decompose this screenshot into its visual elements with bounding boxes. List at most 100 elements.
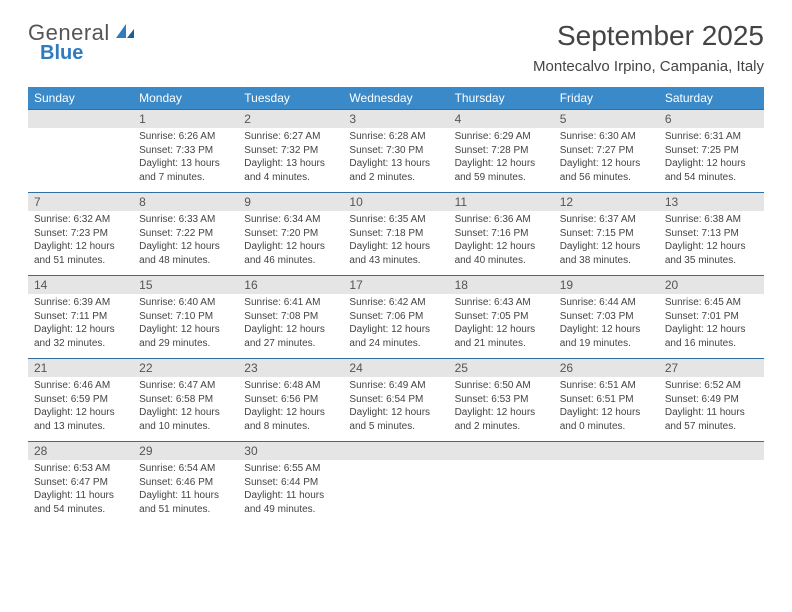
sunrise-line: Sunrise: 6:46 AM: [34, 379, 127, 393]
day-number: 15: [133, 276, 238, 295]
day-number: 22: [133, 359, 238, 378]
sunset-line: Sunset: 7:11 PM: [34, 310, 127, 324]
day-cell: Sunrise: 6:52 AMSunset: 6:49 PMDaylight:…: [659, 377, 764, 442]
sunrise-line: Sunrise: 6:32 AM: [34, 213, 127, 227]
day-cell: Sunrise: 6:27 AMSunset: 7:32 PMDaylight:…: [238, 128, 343, 193]
dow-header: Tuesday: [238, 87, 343, 110]
day-number: [554, 442, 659, 461]
sunset-line: Sunset: 7:01 PM: [665, 310, 758, 324]
day-cell: Sunrise: 6:35 AMSunset: 7:18 PMDaylight:…: [343, 211, 448, 276]
day-number: 25: [449, 359, 554, 378]
daylight-line: Daylight: 12 hours and 0 minutes.: [560, 406, 653, 433]
day-number: 13: [659, 193, 764, 212]
sunrise-line: Sunrise: 6:50 AM: [455, 379, 548, 393]
sunset-line: Sunset: 6:49 PM: [665, 393, 758, 407]
day-number: 24: [343, 359, 448, 378]
daylight-line: Daylight: 11 hours and 54 minutes.: [34, 489, 127, 516]
day-number-row: 123456: [28, 110, 764, 129]
sunset-line: Sunset: 7:10 PM: [139, 310, 232, 324]
day-number: 23: [238, 359, 343, 378]
day-number: 21: [28, 359, 133, 378]
sunset-line: Sunset: 7:18 PM: [349, 227, 442, 241]
day-number: 26: [554, 359, 659, 378]
day-number: 20: [659, 276, 764, 295]
sunrise-line: Sunrise: 6:49 AM: [349, 379, 442, 393]
sunrise-line: Sunrise: 6:33 AM: [139, 213, 232, 227]
day-cell: [28, 128, 133, 193]
day-number-row: 14151617181920: [28, 276, 764, 295]
day-cell: Sunrise: 6:44 AMSunset: 7:03 PMDaylight:…: [554, 294, 659, 359]
daylight-line: Daylight: 13 hours and 4 minutes.: [244, 157, 337, 184]
day-number-row: 282930: [28, 442, 764, 461]
daylight-line: Daylight: 12 hours and 51 minutes.: [34, 240, 127, 267]
dow-header: Sunday: [28, 87, 133, 110]
sunset-line: Sunset: 7:03 PM: [560, 310, 653, 324]
day-cell: Sunrise: 6:26 AMSunset: 7:33 PMDaylight:…: [133, 128, 238, 193]
day-cell: [449, 460, 554, 524]
day-number: 6: [659, 110, 764, 129]
day-cell: Sunrise: 6:30 AMSunset: 7:27 PMDaylight:…: [554, 128, 659, 193]
sunset-line: Sunset: 7:08 PM: [244, 310, 337, 324]
day-number: 27: [659, 359, 764, 378]
day-number: 10: [343, 193, 448, 212]
daylight-line: Daylight: 12 hours and 43 minutes.: [349, 240, 442, 267]
day-cell: Sunrise: 6:37 AMSunset: 7:15 PMDaylight:…: [554, 211, 659, 276]
day-number: [659, 442, 764, 461]
sunrise-line: Sunrise: 6:43 AM: [455, 296, 548, 310]
day-number: 5: [554, 110, 659, 129]
sunset-line: Sunset: 6:53 PM: [455, 393, 548, 407]
daylight-line: Daylight: 12 hours and 59 minutes.: [455, 157, 548, 184]
sunrise-line: Sunrise: 6:37 AM: [560, 213, 653, 227]
daylight-line: Daylight: 12 hours and 8 minutes.: [244, 406, 337, 433]
brand-logo: General Blue: [28, 20, 136, 65]
day-cell: Sunrise: 6:28 AMSunset: 7:30 PMDaylight:…: [343, 128, 448, 193]
daylight-line: Daylight: 11 hours and 57 minutes.: [665, 406, 758, 433]
day-number: 12: [554, 193, 659, 212]
daylight-line: Daylight: 12 hours and 40 minutes.: [455, 240, 548, 267]
sunset-line: Sunset: 6:44 PM: [244, 476, 337, 490]
sunset-line: Sunset: 7:28 PM: [455, 144, 548, 158]
day-cell: Sunrise: 6:55 AMSunset: 6:44 PMDaylight:…: [238, 460, 343, 524]
sunset-line: Sunset: 7:16 PM: [455, 227, 548, 241]
day-content-row: Sunrise: 6:39 AMSunset: 7:11 PMDaylight:…: [28, 294, 764, 359]
daylight-line: Daylight: 12 hours and 24 minutes.: [349, 323, 442, 350]
sunrise-line: Sunrise: 6:47 AM: [139, 379, 232, 393]
sunrise-line: Sunrise: 6:41 AM: [244, 296, 337, 310]
sunrise-line: Sunrise: 6:30 AM: [560, 130, 653, 144]
day-number: 3: [343, 110, 448, 129]
sunrise-line: Sunrise: 6:38 AM: [665, 213, 758, 227]
day-cell: Sunrise: 6:29 AMSunset: 7:28 PMDaylight:…: [449, 128, 554, 193]
sunset-line: Sunset: 6:46 PM: [139, 476, 232, 490]
sunset-line: Sunset: 6:56 PM: [244, 393, 337, 407]
sunset-line: Sunset: 7:27 PM: [560, 144, 653, 158]
day-cell: Sunrise: 6:39 AMSunset: 7:11 PMDaylight:…: [28, 294, 133, 359]
sunset-line: Sunset: 7:33 PM: [139, 144, 232, 158]
daylight-line: Daylight: 13 hours and 2 minutes.: [349, 157, 442, 184]
day-number: 28: [28, 442, 133, 461]
daylight-line: Daylight: 12 hours and 32 minutes.: [34, 323, 127, 350]
daylight-line: Daylight: 13 hours and 7 minutes.: [139, 157, 232, 184]
day-cell: Sunrise: 6:48 AMSunset: 6:56 PMDaylight:…: [238, 377, 343, 442]
daylight-line: Daylight: 12 hours and 29 minutes.: [139, 323, 232, 350]
day-number: 14: [28, 276, 133, 295]
day-cell: Sunrise: 6:54 AMSunset: 6:46 PMDaylight:…: [133, 460, 238, 524]
sunset-line: Sunset: 6:47 PM: [34, 476, 127, 490]
day-cell: Sunrise: 6:53 AMSunset: 6:47 PMDaylight:…: [28, 460, 133, 524]
day-cell: Sunrise: 6:41 AMSunset: 7:08 PMDaylight:…: [238, 294, 343, 359]
sunrise-line: Sunrise: 6:31 AM: [665, 130, 758, 144]
daylight-line: Daylight: 12 hours and 10 minutes.: [139, 406, 232, 433]
sunset-line: Sunset: 7:05 PM: [455, 310, 548, 324]
day-cell: Sunrise: 6:34 AMSunset: 7:20 PMDaylight:…: [238, 211, 343, 276]
day-number: 11: [449, 193, 554, 212]
day-content-row: Sunrise: 6:46 AMSunset: 6:59 PMDaylight:…: [28, 377, 764, 442]
sunrise-line: Sunrise: 6:26 AM: [139, 130, 232, 144]
day-number: 30: [238, 442, 343, 461]
day-number: 17: [343, 276, 448, 295]
dow-header: Saturday: [659, 87, 764, 110]
sunset-line: Sunset: 6:54 PM: [349, 393, 442, 407]
daylight-line: Daylight: 12 hours and 54 minutes.: [665, 157, 758, 184]
sunrise-line: Sunrise: 6:27 AM: [244, 130, 337, 144]
daylight-line: Daylight: 12 hours and 48 minutes.: [139, 240, 232, 267]
day-number: 18: [449, 276, 554, 295]
day-cell: Sunrise: 6:45 AMSunset: 7:01 PMDaylight:…: [659, 294, 764, 359]
